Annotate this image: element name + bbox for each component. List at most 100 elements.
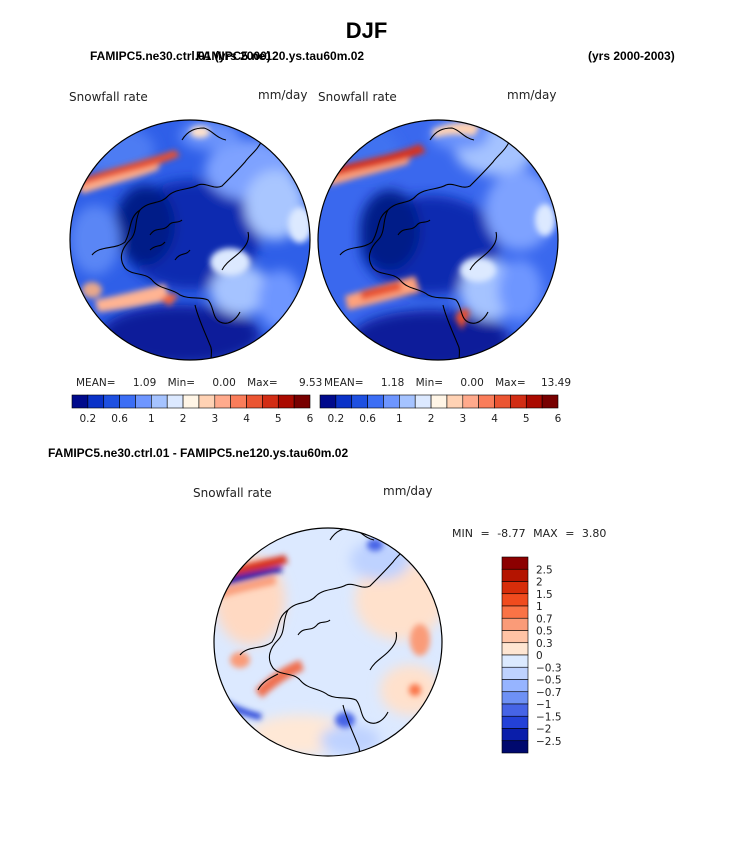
panel3-min-value: -8.77 (497, 527, 526, 540)
panel3-colorbar-tick-label: 1.5 (536, 589, 553, 601)
panel1-colorbar-swatch (246, 394, 263, 409)
panel3-max-value: 3.80 (581, 527, 607, 540)
panel3-colorbar-tick-label: 0.3 (536, 638, 553, 650)
panel2-units-label: mm/day (507, 88, 557, 102)
panel2-min-label: Min= (415, 377, 444, 389)
panel2-colorbar-tick-label: 5 (523, 413, 530, 425)
panel3-map (213, 527, 443, 757)
panel2-colorbar: 0.2 0.6 1 2 3 4 5 6 (319, 394, 562, 425)
panel2-stats: MEAN= 1.18 Min= 0.00 Max= 13.49 (324, 377, 571, 389)
panel3-min-label: MIN = (452, 527, 490, 540)
panel1-coastlines (91, 127, 263, 360)
panel3-coastlines (239, 528, 411, 756)
panel3-colorbar-swatch (501, 642, 529, 656)
panel1-colorbar-swatch (277, 394, 295, 409)
panel1-colorbar-swatch (293, 394, 311, 409)
panel3-colorbar-swatch (501, 679, 529, 693)
panel2-colorbar-swatch (335, 394, 353, 409)
panel2-max-value: 13.49 (540, 377, 572, 389)
left-panel-years: (yrs 2000) (214, 49, 271, 63)
panel1-colorbar-tick-label: 0.2 (80, 413, 97, 425)
panel3-colorbar-tick-label: 0 (536, 650, 543, 662)
left-panel-title: FAMIPC5.ne30.ctrl.01 (yrs 2000) (90, 49, 271, 63)
panel2-colorbar-swatch (383, 394, 400, 409)
left-panel-case: FAMIPC5.ne30.ctrl.01 (90, 49, 212, 63)
panel2-colorbar-swatch (525, 394, 543, 409)
panel1-colorbar-tick-label: 3 (211, 413, 218, 425)
panel3-colorbar-tick-label: −1 (536, 699, 551, 711)
panel1-colorbar-swatch (119, 394, 136, 409)
panel2-colorbar-swatch (462, 394, 479, 409)
panel3-colorbar-tick-label: −1.5 (536, 711, 562, 723)
panel3-stats: MIN = -8.77 MAX = 3.80 (452, 527, 606, 540)
panel2-mean-label: MEAN= (324, 377, 364, 389)
panel1-max-value: 9.53 (298, 377, 323, 389)
panel1-colorbar-swatch (151, 394, 168, 409)
panel1-colorbar-swatch (198, 394, 216, 409)
panel3-max-label: MAX = (533, 527, 575, 540)
panel3-colorbar-tick-label: 0.7 (536, 613, 553, 625)
panel2-min-value: 0.00 (460, 377, 484, 389)
panel2-colorbar-tick-label: 4 (491, 413, 498, 425)
panel1-mean-value: 1.09 (132, 377, 157, 389)
panel2-colorbar-swatch (430, 394, 448, 409)
panel2-colorbar-swatch (510, 394, 527, 409)
panel3-colorbar-swatch (501, 715, 529, 729)
panel1-colorbar-swatch (135, 394, 152, 409)
panel3-colorbar-swatch (501, 581, 529, 595)
panel2-max-label: Max= (495, 377, 526, 389)
panel1-colorbar-tick-label: 4 (243, 413, 250, 425)
panel3-colorbar-swatch (501, 605, 529, 619)
panel2-colorbar-swatch (446, 394, 464, 409)
panel1-colorbar-tick-label: 1 (148, 413, 155, 425)
panel3-colorbar-swatch (501, 654, 529, 668)
main-title: DJF (345, 18, 388, 43)
panel3-colorbar-tick-label: 2 (536, 577, 543, 589)
right-panel-years: (yrs 2000-2003) (588, 49, 675, 63)
panel1-colorbar-tick-label: 2 (180, 413, 187, 425)
panel1-stats: MEAN= 1.09 Min= 0.00 Max= 9.53 (76, 377, 322, 389)
panel1-colorbar-swatch (182, 394, 200, 409)
panel3-colorbar-tick-label: −0.5 (536, 675, 562, 687)
panel3-colorbar: 2.521.510.70.50.30−0.3−0.5−0.7−1−1.5−2−2… (501, 556, 562, 754)
panel3-variable-label: Snowfall rate (193, 486, 272, 500)
panel2-mean-value: 1.18 (380, 377, 405, 389)
panel3-colorbar-swatch (501, 703, 529, 717)
panel3-colorbar-tick-label: −2 (536, 724, 551, 736)
panel3-colorbar-tick-label: 1 (536, 601, 543, 613)
panel1-colorbar-swatch (87, 394, 105, 409)
panel3-colorbar-swatch (501, 728, 529, 742)
panel3-colorbar-swatch (501, 630, 529, 644)
panel3-colorbar-tick-label: −0.3 (536, 662, 562, 674)
panel3-colorbar-swatch (501, 568, 529, 582)
panel2-colorbar-swatch (494, 394, 511, 409)
panel2-colorbar-tick-label: 0.2 (328, 413, 345, 425)
panel2-colorbar-swatch (541, 394, 559, 409)
panel3-colorbar-tick-label: 2.5 (536, 564, 553, 576)
panel1-colorbar-tick-label: 0.6 (111, 413, 128, 425)
panel1-colorbar-swatch (103, 394, 120, 409)
panel1-variable-label: Snowfall rate (69, 90, 148, 104)
panel1-min-label: Min= (167, 377, 196, 389)
panel1-mean-label: MEAN= (76, 377, 116, 389)
panel1-colorbar-swatch (71, 394, 89, 409)
panel3-colorbar-swatch (501, 617, 529, 631)
panel1-min-value: 0.00 (212, 377, 236, 389)
panel2-colorbar-swatch (414, 394, 432, 409)
panel3-colorbar-tick-label: −2.5 (536, 736, 562, 748)
panel1-colorbar-swatch (166, 394, 184, 409)
panel1-colorbar-swatch (262, 394, 279, 409)
panel2-colorbar-swatch (351, 394, 368, 409)
panel1-max-label: Max= (247, 377, 278, 389)
panel3-colorbar-tick-label: −0.7 (536, 687, 562, 699)
right-panel-title: FAMIPC5.ne120.ys.tau60m.02 (196, 49, 365, 63)
panel3-colorbar-tick-label: 0.5 (536, 626, 553, 638)
panel3-colorbar-swatch (501, 666, 529, 680)
panel1-units-label: mm/day (258, 88, 308, 102)
panel2-variable-label: Snowfall rate (318, 90, 397, 104)
panel2-coastlines (339, 127, 511, 360)
panel3-colorbar-swatch (501, 593, 529, 607)
panel3-colorbar-swatch (501, 691, 529, 705)
panel2-colorbar-swatch (367, 394, 384, 409)
